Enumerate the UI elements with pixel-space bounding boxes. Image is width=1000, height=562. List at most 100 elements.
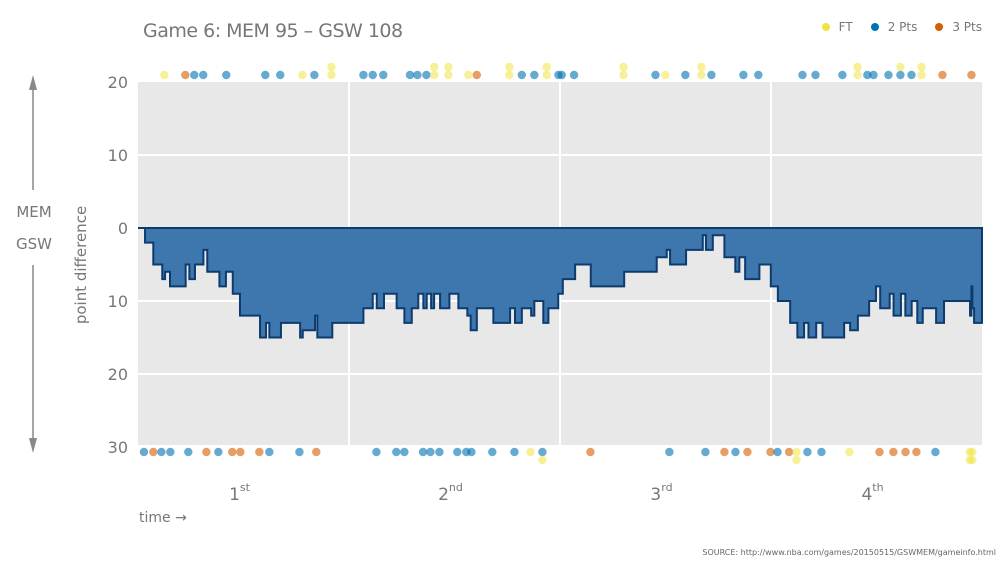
ft-dot-icon [821,23,830,31]
gsw-score-dot [792,447,801,457]
2pts-dot-icon [870,23,879,31]
down-arrowhead-icon [29,438,37,453]
gsw-score-dot [803,447,812,457]
gsw-score-dot [526,447,535,457]
mem-score-dot [327,62,336,72]
mem-score-dot [967,70,976,80]
legend: FT 2 Pts 3 Pts [821,20,982,34]
mem-score-dot [222,70,231,80]
side-label-mem: MEM [16,203,51,221]
mem-score-dot [444,70,453,80]
mem-score-dot [530,70,539,80]
mem-score-dot [754,70,763,80]
mem-score-dot [464,70,473,80]
legend-label: 3 Pts [952,20,982,34]
mem-score-dot [472,70,482,80]
mem-score-dot [938,70,947,80]
gsw-score-dot [773,447,782,457]
gsw-score-dot [467,447,476,457]
mem-score-dot [430,70,439,80]
gsw-score-dot [766,447,775,457]
mem-score-dot [542,70,552,80]
mem-score-dot [444,62,453,72]
gsw-score-dot [538,447,547,457]
gsw-score-dot [701,447,710,457]
gsw-score-dot [931,447,940,457]
mem-score-dot [261,70,270,80]
mem-score-dot [359,70,368,80]
gsw-score-dot [312,447,321,457]
mem-score-dot [505,62,514,72]
point-difference-area [138,227,983,339]
mem-score-dot [896,62,905,72]
mem-score-dot [542,62,552,72]
mem-score-dot [811,70,820,80]
gsw-score-dot [392,447,401,457]
gsw-score-dot [295,447,304,457]
gsw-score-dot [418,447,428,457]
quarter-label: 3rd [650,481,672,505]
gsw-score-dot [372,447,381,457]
mem-score-dot [651,70,660,80]
mem-score-dot [707,70,716,80]
quarter-label: 1st [229,481,251,505]
quarter-label-suffix: st [240,481,251,494]
legend-label: FT [838,20,853,34]
legend-item-3pts: 3 Pts [935,20,982,34]
mem-score-dot [569,70,579,80]
legend-item-2pts: 2 Pts [870,20,918,34]
mem-score-dot [199,70,208,80]
quarter-label-suffix: nd [449,481,463,494]
gsw-score-dot [510,447,519,457]
gsw-score-dot [265,447,274,457]
mem-score-dot [917,70,926,80]
source-note: SOURCE: http://www.nba.com/games/2015051… [702,548,996,557]
mem-score-dot [368,70,377,80]
mem-score-dot [298,70,307,80]
gsw-score-dot [731,447,740,457]
mem-score-dot [413,70,422,80]
mem-score-dot [181,70,190,80]
mem-score-dot [310,70,319,80]
quarter-label: 2nd [438,481,463,505]
mem-score-dot [853,62,862,72]
mem-score-dot [884,70,893,80]
direction-arrows [29,75,37,453]
up-arrowhead-icon [29,75,37,90]
gsw-score-dot [538,455,547,465]
gsw-score-dot [875,447,884,457]
mem-score-dot [190,70,199,80]
mem-score-dot [276,70,285,80]
mem-score-dot [917,62,926,72]
gsw-score-dot [743,447,752,457]
mem-score-dot [697,70,706,80]
gsw-score-dot [236,447,245,457]
legend-label: 2 Pts [887,20,918,34]
mem-score-dot [379,70,388,80]
gsw-score-dot [435,447,444,457]
gsw-score-dot [214,447,223,457]
gsw-score-dot [426,447,435,457]
y-tick-label: 20 [108,365,128,384]
mem-score-dot [838,70,847,80]
mem-score-dot [896,70,905,80]
gsw-score-dot [149,447,158,457]
y-tick-label: 0 [118,219,128,238]
y-tick-label: 10 [108,292,128,311]
quarter-label-suffix: rd [661,481,672,494]
gsw-score-dot [817,447,826,457]
quarter-label-suffix: th [872,481,883,494]
gsw-score-dot [166,447,175,457]
mem-score-dot [327,70,336,80]
gsw-score-dot [453,447,462,457]
mem-score-dot [661,70,670,80]
gsw-score-dot [792,455,801,465]
gsw-score-dot [139,447,149,457]
legend-item-ft: FT [821,20,853,34]
gsw-score-dot [665,447,674,457]
gsw-score-dot [184,447,193,457]
gsw-score-dot [845,447,854,457]
gsw-score-dot [586,447,595,457]
gsw-score-dot [889,447,898,457]
